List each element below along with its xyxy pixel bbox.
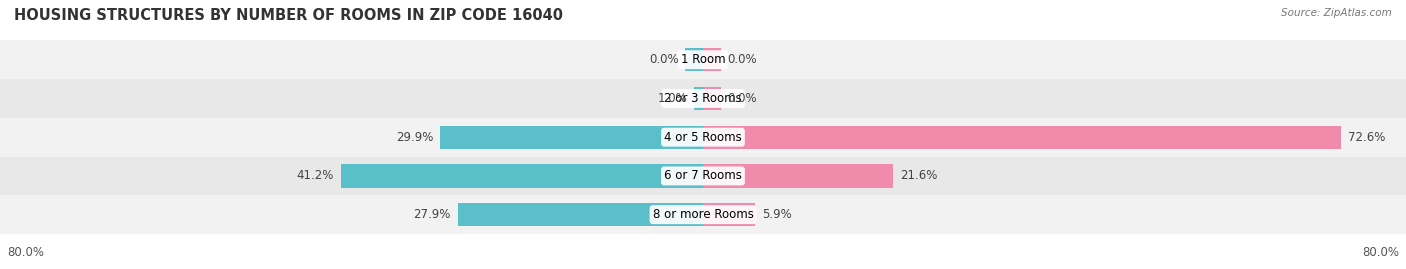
Bar	[0, 40, 1406, 79]
Bar	[0, 79, 1406, 118]
Bar	[703, 48, 721, 71]
Text: 0.0%: 0.0%	[728, 53, 758, 66]
Text: 1 Room: 1 Room	[681, 53, 725, 66]
Bar	[703, 203, 755, 226]
Text: 4 or 5 Rooms: 4 or 5 Rooms	[664, 131, 742, 144]
Text: 29.9%: 29.9%	[396, 131, 433, 144]
Text: 72.6%: 72.6%	[1348, 131, 1385, 144]
Text: 21.6%: 21.6%	[900, 169, 938, 182]
Bar	[0, 195, 1406, 234]
Bar	[0, 157, 1406, 195]
Text: 8 or more Rooms: 8 or more Rooms	[652, 208, 754, 221]
Text: 2 or 3 Rooms: 2 or 3 Rooms	[664, 92, 742, 105]
Text: 27.9%: 27.9%	[413, 208, 451, 221]
Text: HOUSING STRUCTURES BY NUMBER OF ROOMS IN ZIP CODE 16040: HOUSING STRUCTURES BY NUMBER OF ROOMS IN…	[14, 8, 562, 23]
Text: 1.0%: 1.0%	[658, 92, 688, 105]
Bar	[0, 118, 1406, 157]
Text: Source: ZipAtlas.com: Source: ZipAtlas.com	[1281, 8, 1392, 18]
Bar	[458, 203, 703, 226]
Text: 80.0%: 80.0%	[1362, 246, 1399, 259]
Bar	[703, 126, 1341, 149]
Text: 41.2%: 41.2%	[297, 169, 335, 182]
Text: 6 or 7 Rooms: 6 or 7 Rooms	[664, 169, 742, 182]
Bar	[695, 87, 703, 110]
Text: 80.0%: 80.0%	[7, 246, 44, 259]
Text: 0.0%: 0.0%	[728, 92, 758, 105]
Bar	[340, 164, 703, 187]
Bar	[703, 87, 721, 110]
Bar	[440, 126, 703, 149]
Text: 5.9%: 5.9%	[762, 208, 792, 221]
Text: 0.0%: 0.0%	[648, 53, 678, 66]
Bar	[703, 164, 893, 187]
Bar	[686, 48, 703, 71]
